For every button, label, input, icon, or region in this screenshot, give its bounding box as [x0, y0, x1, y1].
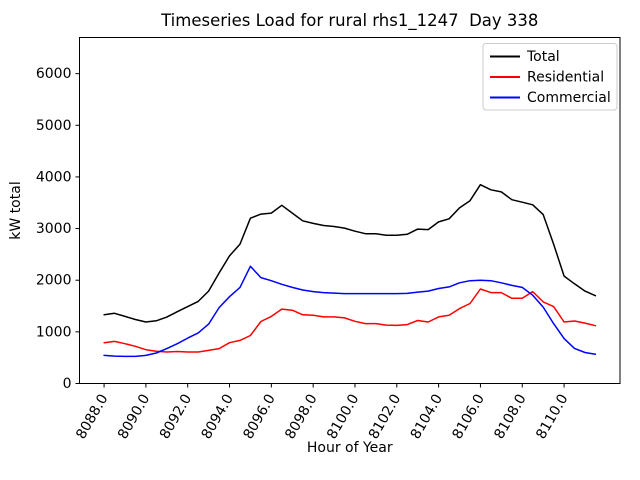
line-commercial — [103, 265, 597, 358]
x-tick-label: 8094.0 — [199, 392, 237, 442]
legend-box — [482, 43, 618, 111]
y-tick-label: 0 — [63, 376, 72, 392]
x-axis-label: Hour of Year — [307, 440, 393, 456]
legend: Total Residential Commercial — [482, 43, 618, 111]
legend-label: Total — [526, 49, 560, 65]
chart-title: Timeseries Load for rural rhs1_1247 Day … — [160, 11, 538, 31]
line-residential — [103, 288, 597, 353]
x-tick-label: 8092.0 — [157, 392, 195, 442]
x-tick-label: 8088.0 — [73, 392, 111, 442]
x-tick-label: 8096.0 — [240, 392, 278, 442]
y-tick-label: 4000 — [36, 169, 72, 185]
x-tick-label: 8106.0 — [450, 392, 488, 442]
x-tick-label: 8098.0 — [282, 392, 320, 442]
y-tick-label: 2000 — [36, 273, 72, 289]
x-tick-label: 8110.0 — [533, 392, 571, 442]
legend-label: Residential — [527, 70, 604, 86]
plot-border — [79, 37, 621, 384]
y-tick-label: 6000 — [36, 66, 72, 82]
y-tick-label: 1000 — [36, 324, 72, 340]
axes: 8088.0 8090.0 8092.0 8094.0 8096.0 8098.0 8100… — [36, 66, 572, 442]
legend-label: Commercial — [527, 90, 611, 106]
x-tick-label: 8108.0 — [491, 392, 529, 442]
x-tick-label: 8090.0 — [115, 392, 153, 442]
x-tick-label: 8104.0 — [408, 392, 446, 442]
x-tick-label: 8100.0 — [324, 392, 362, 442]
y-tick-label: 3000 — [36, 221, 72, 237]
x-tick-label: 8102.0 — [366, 392, 404, 442]
y-tick-label: 5000 — [36, 118, 72, 134]
y-axis-label: kW total — [8, 181, 24, 239]
series-lines — [103, 183, 597, 358]
line-total — [103, 183, 597, 323]
